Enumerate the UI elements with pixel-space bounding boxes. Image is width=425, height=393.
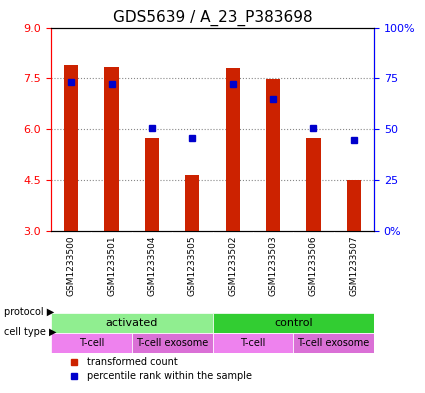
Text: T-cell exosome: T-cell exosome — [298, 338, 370, 348]
Bar — [145, 138, 159, 231]
Text: T-cell: T-cell — [79, 338, 104, 348]
Text: GSM1233500: GSM1233500 — [67, 235, 76, 296]
Text: GSM1233505: GSM1233505 — [188, 235, 197, 296]
Text: T-cell exosome: T-cell exosome — [136, 338, 208, 348]
Bar — [306, 138, 320, 231]
Text: GSM1233504: GSM1233504 — [147, 235, 156, 296]
Bar — [185, 175, 199, 231]
Bar — [226, 68, 240, 231]
Text: GSM1233502: GSM1233502 — [228, 235, 237, 296]
Bar — [64, 65, 78, 231]
FancyBboxPatch shape — [51, 313, 212, 333]
FancyBboxPatch shape — [293, 333, 374, 353]
Text: GSM1233507: GSM1233507 — [349, 235, 358, 296]
FancyBboxPatch shape — [212, 333, 293, 353]
Text: T-cell: T-cell — [240, 338, 266, 348]
Text: percentile rank within the sample: percentile rank within the sample — [87, 371, 252, 381]
FancyBboxPatch shape — [212, 313, 374, 333]
Text: protocol ▶: protocol ▶ — [4, 307, 54, 318]
Bar — [266, 79, 280, 231]
Text: control: control — [274, 318, 312, 328]
Text: activated: activated — [105, 318, 158, 328]
FancyBboxPatch shape — [51, 333, 132, 353]
Text: transformed count: transformed count — [87, 357, 177, 367]
Bar — [347, 180, 361, 231]
Text: GSM1233506: GSM1233506 — [309, 235, 318, 296]
Text: GSM1233503: GSM1233503 — [269, 235, 278, 296]
Bar — [105, 66, 119, 231]
FancyBboxPatch shape — [132, 333, 212, 353]
Text: GSM1233501: GSM1233501 — [107, 235, 116, 296]
Text: cell type ▶: cell type ▶ — [4, 327, 57, 337]
Title: GDS5639 / A_23_P383698: GDS5639 / A_23_P383698 — [113, 10, 312, 26]
